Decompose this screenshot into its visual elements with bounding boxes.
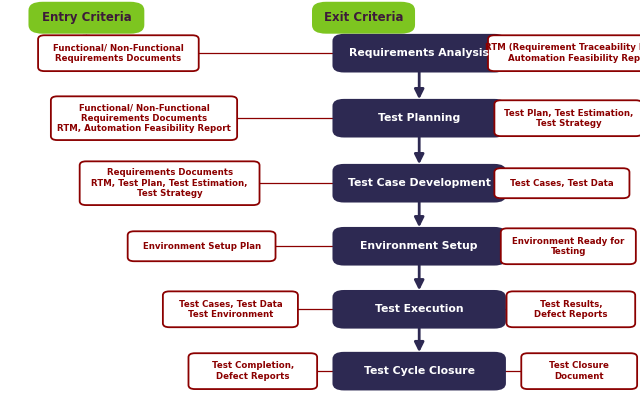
FancyBboxPatch shape: [500, 229, 636, 264]
FancyBboxPatch shape: [333, 290, 506, 329]
Text: Requirements Analysis: Requirements Analysis: [349, 48, 489, 58]
Text: Test Closure
Document: Test Closure Document: [549, 361, 609, 381]
Text: Exit Criteria: Exit Criteria: [324, 11, 403, 24]
Text: Functional/ Non-Functional
Requirements Documents: Functional/ Non-Functional Requirements …: [53, 43, 184, 63]
Text: Requirements Documents
RTM, Test Plan, Test Estimation,
Test Strategy: Requirements Documents RTM, Test Plan, T…: [92, 168, 248, 198]
FancyBboxPatch shape: [51, 97, 237, 140]
FancyBboxPatch shape: [29, 2, 145, 34]
Text: Test Plan, Test Estimation,
Test Strategy: Test Plan, Test Estimation, Test Strateg…: [504, 108, 633, 128]
FancyBboxPatch shape: [312, 2, 415, 34]
FancyBboxPatch shape: [333, 227, 506, 266]
Text: Test Planning: Test Planning: [378, 113, 460, 123]
FancyBboxPatch shape: [333, 34, 506, 72]
Text: Test Cycle Closure: Test Cycle Closure: [364, 366, 475, 376]
Text: Test Cases, Test Data: Test Cases, Test Data: [510, 179, 614, 188]
FancyBboxPatch shape: [333, 99, 506, 138]
Text: Test Results,
Defect Reports: Test Results, Defect Reports: [534, 299, 607, 319]
FancyBboxPatch shape: [333, 164, 506, 203]
FancyBboxPatch shape: [80, 162, 260, 205]
Text: Entry Criteria: Entry Criteria: [42, 11, 131, 24]
Text: Environment Setup: Environment Setup: [360, 241, 478, 251]
FancyBboxPatch shape: [128, 231, 275, 261]
FancyBboxPatch shape: [494, 168, 630, 198]
FancyBboxPatch shape: [333, 352, 506, 390]
Text: RTM (Requirement Traceability Matrix),
Automation Feasibility Report: RTM (Requirement Traceability Matrix), A…: [485, 43, 640, 63]
FancyBboxPatch shape: [38, 35, 198, 71]
FancyBboxPatch shape: [521, 353, 637, 389]
Text: Test Cases, Test Data
Test Environment: Test Cases, Test Data Test Environment: [179, 299, 282, 319]
Text: Functional/ Non-Functional
Requirements Documents
RTM, Automation Feasibility Re: Functional/ Non-Functional Requirements …: [57, 103, 231, 133]
FancyBboxPatch shape: [494, 100, 640, 136]
Text: Test Execution: Test Execution: [375, 304, 463, 314]
Text: Environment Ready for
Testing: Environment Ready for Testing: [512, 236, 625, 256]
FancyBboxPatch shape: [507, 292, 635, 327]
FancyBboxPatch shape: [488, 35, 640, 71]
Text: Environment Setup Plan: Environment Setup Plan: [143, 242, 260, 251]
Text: Test Case Development: Test Case Development: [348, 178, 491, 188]
Text: Test Completion,
Defect Reports: Test Completion, Defect Reports: [212, 361, 294, 381]
FancyBboxPatch shape: [188, 353, 317, 389]
FancyBboxPatch shape: [163, 292, 298, 327]
